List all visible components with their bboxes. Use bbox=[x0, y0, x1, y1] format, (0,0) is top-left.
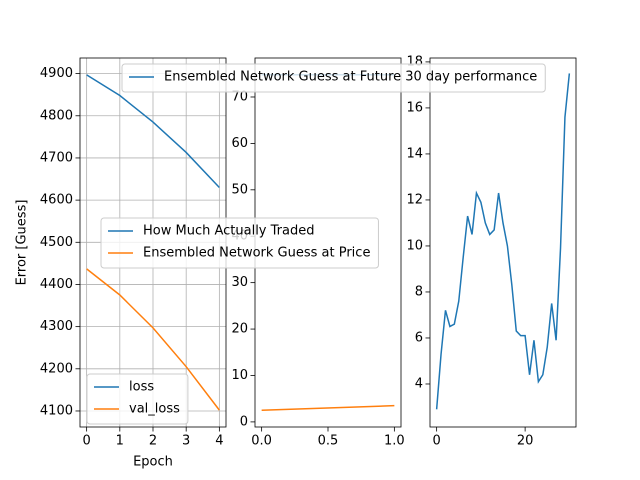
y-tick-label: 4100 bbox=[40, 403, 73, 418]
x-tick-label: 1.0 bbox=[384, 434, 405, 449]
y-tick-label: 6 bbox=[415, 330, 423, 345]
legend: Ensembled Network Guess at Future 30 day… bbox=[121, 63, 546, 93]
legend-label: Ensembled Network Guess at Price bbox=[143, 246, 370, 261]
x-tick-label: 0 bbox=[432, 434, 440, 449]
x-tick-label: 3 bbox=[182, 434, 190, 449]
y-tick-label: 4600 bbox=[40, 193, 73, 208]
y-tick-label: 16 bbox=[406, 100, 423, 115]
y-tick-label: 30 bbox=[231, 275, 248, 290]
y-tick-label: 4200 bbox=[40, 361, 73, 376]
y-tick-label: 4700 bbox=[40, 150, 73, 165]
y-tick-label: 70 bbox=[231, 89, 248, 104]
y-tick-label: 50 bbox=[231, 182, 248, 197]
legend-box bbox=[121, 63, 546, 93]
y-tick-label: 10 bbox=[406, 238, 423, 253]
y-tick-label: 0 bbox=[240, 414, 248, 429]
y-tick-label: 4 bbox=[415, 376, 423, 391]
x-tick-label: 0 bbox=[82, 434, 90, 449]
y-tick-label: 4300 bbox=[40, 319, 73, 334]
axes-frame bbox=[429, 57, 577, 428]
legend-label: Ensembled Network Guess at Future 30 day… bbox=[164, 70, 537, 85]
y-tick-label: 14 bbox=[406, 146, 423, 161]
line bbox=[86, 268, 220, 411]
line bbox=[435, 73, 571, 410]
legend: How Much Actually Traded Ensembled Networ… bbox=[100, 217, 379, 269]
y-tick-label: 4400 bbox=[40, 277, 73, 292]
y-tick-label: 4500 bbox=[40, 235, 73, 250]
legend-box bbox=[100, 217, 379, 269]
x-tick-label: 0.0 bbox=[251, 434, 272, 449]
y-tick-label: 12 bbox=[406, 192, 423, 207]
line bbox=[86, 74, 220, 188]
legend-label: val_loss bbox=[129, 402, 180, 417]
x-tick-label: 20 bbox=[517, 434, 534, 449]
y-tick-label: 60 bbox=[231, 136, 248, 151]
x-axis-label: Epoch bbox=[133, 455, 173, 470]
x-tick-label: 0.5 bbox=[318, 434, 339, 449]
y-tick-label: 20 bbox=[231, 322, 248, 337]
y-tick-label: 10 bbox=[231, 368, 248, 383]
x-tick-label: 4 bbox=[215, 434, 223, 449]
x-tick-label: 2 bbox=[149, 434, 157, 449]
legend: loss val_loss bbox=[86, 373, 189, 425]
y-axis-label: Error [Guess] bbox=[15, 200, 30, 286]
y-tick-label: 4900 bbox=[40, 66, 73, 81]
x-tick-label: 1 bbox=[116, 434, 124, 449]
legend-label: loss bbox=[129, 380, 154, 395]
line bbox=[261, 404, 395, 412]
y-tick-label: 4800 bbox=[40, 108, 73, 123]
legend-label: How Much Actually Traded bbox=[143, 224, 314, 239]
y-tick-label: 8 bbox=[415, 284, 423, 299]
